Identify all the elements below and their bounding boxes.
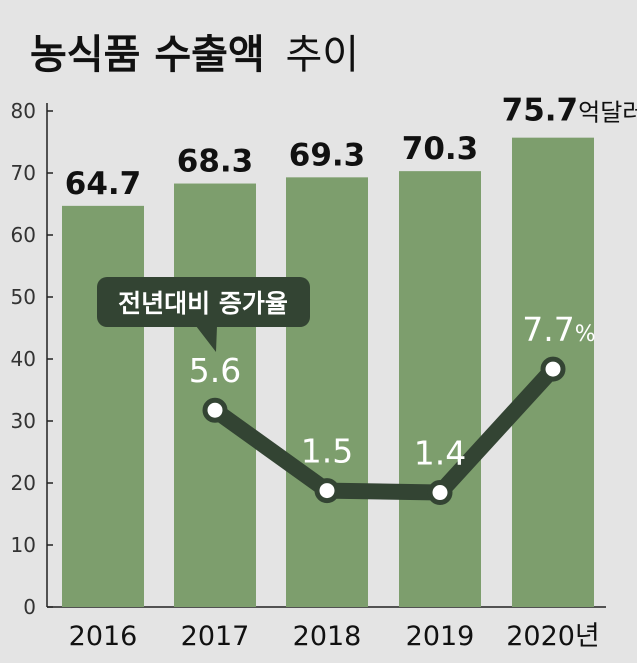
callout-label: 전년대비 증가율: [118, 289, 288, 318]
bar-value-label: 68.3: [177, 144, 254, 180]
callout-box: [97, 277, 310, 327]
y-tick-label: 80: [11, 99, 36, 123]
y-tick-label: 40: [11, 347, 36, 371]
x-tick-label: 2018: [293, 621, 362, 652]
growth-value-label: 1.4: [414, 434, 466, 473]
callout-pointer: [196, 326, 217, 352]
growth-value-label: 1.5: [301, 432, 353, 471]
chart-title-suffix: 추이: [285, 32, 359, 78]
y-tick-label: 30: [11, 409, 36, 433]
bar: [286, 177, 368, 607]
growth-line: [207, 361, 561, 501]
bar-value-label: 64.7: [65, 166, 142, 202]
x-tick-label: 2019: [406, 621, 475, 652]
y-tick-label: 70: [11, 161, 36, 185]
x-tick-label: 2020년: [506, 621, 600, 652]
y-tick-label: 60: [11, 223, 36, 247]
growth-rate-series: 5.6 1.5 1.4 7.7%: [189, 310, 596, 506]
growth-point: [314, 478, 340, 504]
bar-value-unit: 억달러: [578, 99, 637, 127]
growth-point: [202, 397, 228, 423]
growth-value-number: 5.6: [189, 351, 241, 390]
x-tick-label: 2016: [69, 621, 138, 652]
growth-value-unit: %: [575, 322, 596, 347]
bar-value-label: 70.3: [402, 131, 479, 167]
bar: [399, 171, 481, 607]
growth-callout: 전년대비 증가율: [97, 277, 310, 352]
growth-value-number: 1.5: [301, 432, 353, 471]
growth-value-number: 1.4: [414, 434, 466, 473]
y-tick-label: 0: [23, 595, 36, 619]
bar-value-number: 75.7: [502, 93, 579, 129]
bar: [62, 205, 144, 608]
bars: [62, 137, 594, 608]
x-tick-label: 2017: [181, 621, 250, 652]
growth-value-label: 5.6: [189, 351, 241, 390]
bar-value-labels: 64.7 68.3 69.3 70.3 75.7억달러: [65, 93, 637, 202]
y-tick-label: 50: [11, 285, 36, 309]
growth-value-label: 7.7%: [522, 310, 595, 349]
y-tick-label: 10: [11, 533, 36, 557]
chart-title-main: 농식품 수출액: [30, 32, 265, 78]
bar-value-label: 75.7억달러: [502, 93, 637, 129]
bar-value-label: 69.3: [289, 137, 366, 173]
growth-point: [427, 480, 453, 506]
y-tick-label: 20: [11, 471, 36, 495]
growth-point: [540, 356, 566, 382]
chart-title: 농식품 수출액 추이: [30, 32, 359, 78]
x-axis-labels: 2016 2017 2018 2019 2020년: [69, 621, 600, 652]
growth-value-number: 7.7: [522, 310, 574, 349]
bar: [174, 183, 256, 608]
